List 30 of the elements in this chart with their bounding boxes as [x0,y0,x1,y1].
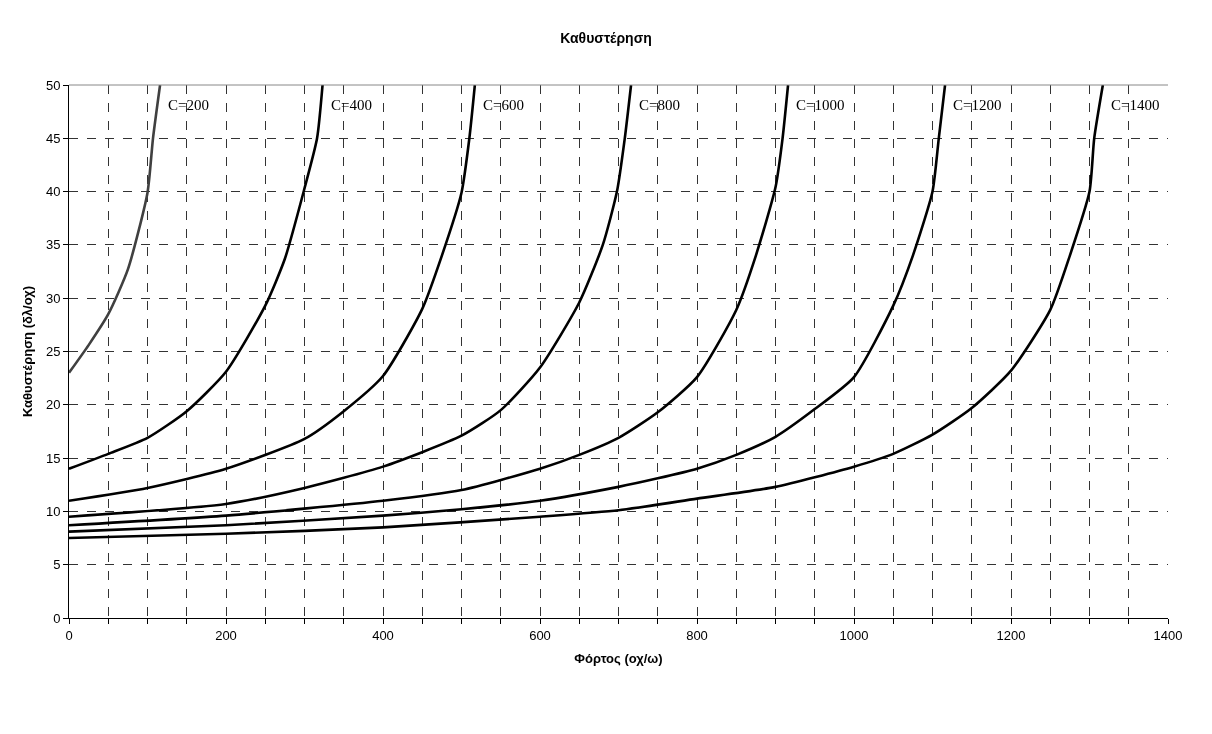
x-axis-title: Φόρτος (οχ/ω) [574,651,663,667]
line-series [69,85,162,375]
x-tick-label: 600 [529,627,551,643]
x-tick-label: 1200 [996,627,1026,643]
series-label: C=400 [331,97,372,113]
x-tick-label: 1000 [839,627,869,643]
series-label: C=200 [168,97,209,113]
series-label: C=1000 [796,97,845,113]
y-tick-label: 10 [45,503,61,519]
y-tick-label: 40 [45,184,61,200]
y-tick-label: 20 [45,397,61,413]
y-tick-label: 25 [45,344,61,360]
x-tick-label: 1400 [1153,627,1183,643]
x-tick-label: 200 [215,627,237,643]
y-axis-title: Καθυστέρηση (δλ/οχ) [19,285,35,418]
y-tick-label: 0 [53,610,61,626]
series-label: C=1400 [1111,97,1160,113]
y-tick-label: 50 [45,77,61,93]
series-label: C=600 [483,97,524,113]
x-tick-label: 400 [372,627,394,643]
y-tick-label: 15 [45,450,61,466]
x-tick-label: 0 [65,627,73,643]
chart-title: Καθυστέρηση [560,29,652,46]
series-label: C=1200 [953,97,1002,113]
series-label: C=800 [639,97,680,113]
x-tick-label: 800 [686,627,708,643]
y-tick-label: 35 [45,237,61,253]
y-tick-label: 5 [53,557,61,573]
y-tick-label: 45 [45,130,61,146]
y-tick-label: 30 [45,290,61,306]
